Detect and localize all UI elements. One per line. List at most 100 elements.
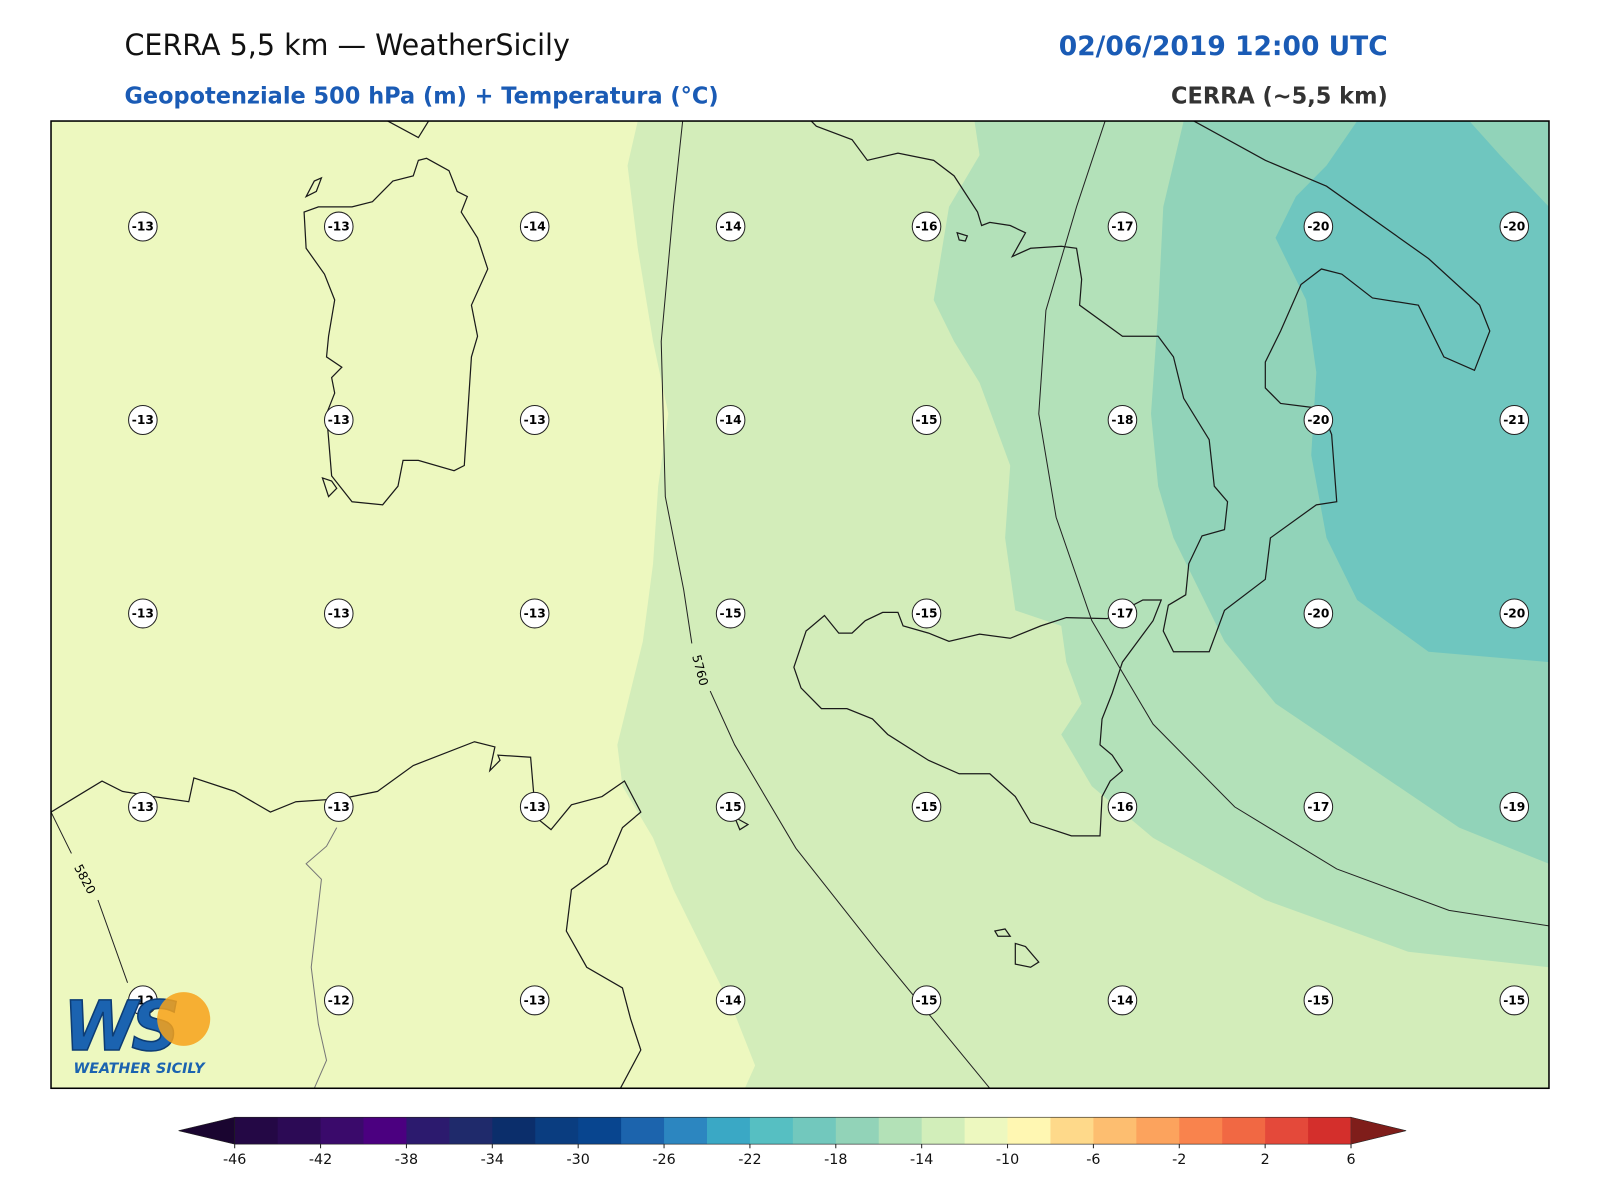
station-temperature: -13 [524,413,546,427]
colorbar-segment [406,1117,450,1145]
station: -12 [323,985,354,1016]
station-marker [911,985,942,1016]
colorbar-tick-label: -34 [481,1152,504,1168]
colorbar-segment [792,1117,837,1145]
station-temperature: -20 [1503,220,1525,234]
station-temperature: -15 [720,606,742,620]
station: -16 [911,211,942,242]
station-temperature: -17 [1111,220,1133,234]
colorbar-tick-label: -2 [1172,1152,1186,1168]
station-marker [715,405,746,435]
colorbar-segment [234,1117,279,1145]
station-marker [323,211,354,242]
title: CERRA 5,5 km — WeatherSicily [124,28,569,62]
station: -15 [911,791,942,822]
station: -15 [715,598,746,629]
coastline [387,121,430,139]
station-marker [128,598,158,629]
station: -12 [128,985,158,1016]
station-temperature: -20 [1307,220,1329,234]
station-temperature: -15 [915,413,937,427]
colorbar-segment [277,1117,322,1145]
station-marker [128,985,158,1016]
station: -13 [128,211,158,242]
colorbar-segment [449,1117,493,1145]
station-marker [519,211,550,242]
station-marker [519,791,550,822]
border [305,827,338,1089]
colorbar-tick-label: -46 [223,1152,246,1168]
station-marker [911,791,942,822]
colorbar-tick-label: -18 [824,1152,847,1168]
station: -15 [1303,985,1334,1016]
station-temperature: -12 [132,993,154,1007]
station: -17 [1107,211,1138,242]
station-temperature: -13 [328,413,350,427]
station: -14 [715,405,746,435]
colorbar-tick-label: 6 [1346,1152,1355,1168]
colorbar-segment [1265,1117,1309,1145]
coastline [304,176,338,498]
station-marker [128,211,158,242]
stations: -13 -13 -14 -14 -16 -17 -20 -20 -13 -13 -13 -14 -15 -… [128,211,1530,1016]
station-temperature: -20 [1307,413,1329,427]
station-marker [1303,985,1334,1016]
station-marker [1499,791,1530,822]
colorbar-extension [1350,1116,1407,1145]
colorbar-segment [535,1117,579,1145]
station: -13 [519,791,550,822]
station-marker [911,405,942,435]
colorbar-tick-label: -42 [309,1152,332,1168]
station-marker [519,985,550,1016]
station-marker [1107,791,1138,822]
colorbar-tick-label: -10 [996,1152,1019,1168]
colorbar-segment [1308,1117,1352,1145]
station-temperature: -13 [132,800,154,814]
station-temperature: -14 [720,220,742,234]
map: 5760 5820 -13 -13 -14 -14 -16 -17 -20 -20-13 -13… [51,121,1549,1089]
station-temperature: -14 [720,993,742,1007]
contour-line [51,811,129,983]
station-marker [128,791,158,822]
colorbar-segment [363,1117,407,1145]
colorbar-tick-label: 2 [1261,1152,1270,1168]
station-marker [911,211,942,242]
station: -14 [1107,985,1138,1016]
station-temperature: -15 [720,800,742,814]
station-temperature: -13 [328,800,350,814]
station-temperature: -13 [524,800,546,814]
station-marker [715,985,746,1016]
colorbar-segment [1179,1117,1223,1145]
station-marker [1107,405,1138,435]
colorbar-segment [578,1117,622,1145]
colorbar: -46 -42 -38 -34 -30 -26 -22 -18 -14 -10 -6 -2 2 6 [178,1116,1407,1168]
station-temperature: -19 [1503,800,1525,814]
station-temperature: -16 [915,220,937,234]
station: -15 [715,791,746,822]
station-marker [1499,985,1530,1016]
station-temperature: -13 [524,606,546,620]
station: -17 [1107,598,1138,629]
colorbar-tick-label: -22 [738,1152,761,1168]
colorbar-segment [621,1117,665,1145]
station: -15 [1499,985,1530,1016]
station-temperature: -21 [1503,413,1525,427]
coastline [733,231,1040,968]
station-marker [323,985,354,1016]
colorbar-tick-label: -14 [910,1152,933,1168]
subtitle: Geopotenziale 500 hPa (m) + Temperatura … [124,83,718,109]
coastline [793,599,1163,837]
station: -20 [1499,598,1530,629]
station: -13 [128,405,158,435]
colorbar-segment [320,1117,365,1145]
station-temperature: -18 [1111,413,1133,427]
colorbar-segment [492,1117,536,1145]
station-marker [1303,211,1334,242]
station-temperature: -13 [328,220,350,234]
station-marker [715,211,746,242]
station-temperature: -14 [1111,993,1133,1007]
colorbar-frame [234,1116,1352,1145]
station-temperature: -15 [915,993,937,1007]
station: -13 [519,405,550,435]
